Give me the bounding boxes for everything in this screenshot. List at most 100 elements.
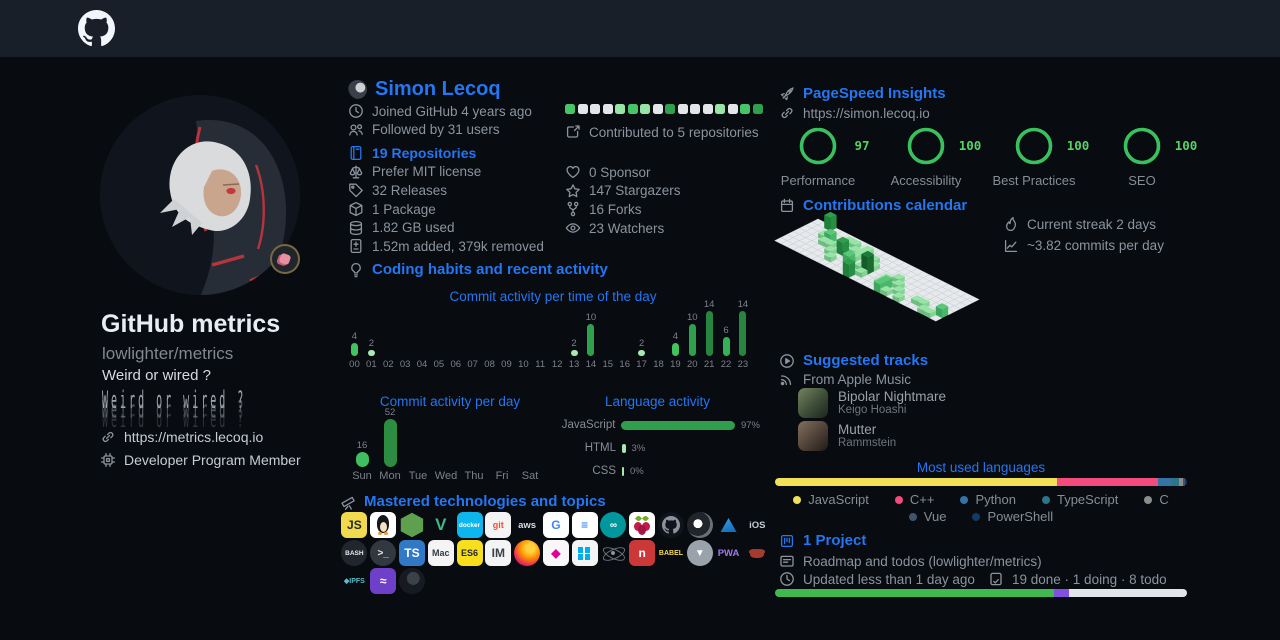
hour-bar: 2 13 — [568, 337, 580, 370]
website-link[interactable]: https://metrics.lecoq.io — [124, 429, 264, 445]
day-bar: Fri — [495, 470, 509, 482]
rocket-icon — [779, 86, 795, 102]
account-stats: Joined GitHub 4 years ago Followed by 31… — [348, 102, 532, 139]
link-icon — [100, 429, 116, 445]
graphql-icon: ◆ — [542, 540, 569, 566]
diff-icon — [348, 238, 364, 254]
hour-bar: 02 — [382, 359, 394, 370]
hour-bar: 09 — [501, 359, 512, 370]
hour-bar: 08 — [484, 359, 495, 370]
hour-bar: 06 — [450, 359, 462, 370]
commits-avg-row: ~3.82 commits per day — [1003, 237, 1164, 256]
contribution-square — [677, 104, 688, 114]
hour-bar: 2 01 — [366, 337, 377, 370]
stargazers-row: 147 Stargazers — [565, 182, 681, 201]
contribution-square — [727, 104, 738, 114]
hour-bar: 18 — [653, 359, 664, 370]
most_used_languages-segment-Python — [1158, 478, 1171, 486]
contribution-square — [602, 104, 613, 114]
contributed-row-wrap: Contributed to 5 repositories — [565, 123, 759, 142]
hour-bar: 4 00 — [349, 331, 360, 370]
language-activity-row: HTML 3% — [584, 442, 646, 454]
azure-icon — [716, 512, 742, 538]
day-bar: Thu — [464, 470, 484, 482]
tracks-heading: Suggested tracks — [779, 352, 928, 369]
languages-legend: JavaScript C++ Python TypeScript C Vue PowerSh… — [775, 491, 1187, 525]
dark-swirl-icon — [398, 568, 425, 594]
project-updated: Updated less than 1 day ago — [803, 571, 975, 587]
mastered-heading-label: Mastered technologies and topics — [364, 493, 606, 510]
docker-icon: docker — [456, 512, 483, 538]
bio: Weird or wired ? Weird or wired ? — [102, 368, 332, 415]
project-heading: 1 Project — [779, 532, 866, 549]
user-mini-avatar[interactable] — [348, 80, 367, 99]
avatar[interactable] — [100, 95, 300, 295]
project-heading-label[interactable]: 1 Project — [803, 532, 867, 549]
project-desc-row: Roadmap and todos (lowlighter/metrics) — [779, 553, 1042, 569]
most_used_languages-segment-C — [1178, 478, 1183, 486]
legend-item-PowerShell: PowerShell — [972, 509, 1053, 524]
rss-icon — [779, 371, 795, 387]
database-icon — [348, 220, 364, 236]
most_used_languages-segment-TypeScript — [1170, 478, 1179, 486]
membership-row: Developer Program Member — [100, 452, 301, 468]
repo-stats: 19 Repositories Prefer MIT license 32 Re… — [348, 144, 544, 256]
linux-tux-icon — [370, 512, 397, 538]
pagespeed-url[interactable]: https://simon.lecoq.io — [803, 105, 930, 121]
github-logo-icon[interactable] — [78, 10, 115, 47]
streak-box: Current streak 2 days ~3.82 commits per … — [1003, 215, 1164, 255]
aws-icon: aws — [518, 519, 537, 531]
contribution-square — [752, 104, 763, 114]
hour-chart-title: Commit activity per time of the day — [449, 289, 657, 304]
hour-bar: 2 17 — [636, 337, 647, 370]
languages-stacked-bar — [775, 478, 1187, 486]
telescope-icon — [340, 494, 356, 510]
repositories-link[interactable]: 19 Repositories — [348, 144, 544, 163]
avatar-hair-spikes — [160, 199, 202, 235]
flame-icon — [1003, 216, 1019, 232]
google-icon: G — [542, 512, 569, 538]
note-icon — [779, 553, 795, 569]
user-name-link[interactable]: Simon Lecoq — [375, 78, 501, 100]
avatar-eye — [226, 187, 236, 195]
streak-row: Current streak 2 days — [1003, 215, 1164, 234]
heart-icon — [565, 164, 581, 180]
forks-row: 16 Forks — [565, 200, 681, 219]
contribution-square — [640, 104, 650, 114]
habits-heading: Coding habits and recent activity — [348, 261, 608, 278]
hour-bar: 14 23 — [737, 299, 749, 370]
pagespeed-heading-label[interactable]: PageSpeed Insights — [803, 85, 946, 102]
diff-row: 1.52m added, 379k removed — [348, 237, 544, 256]
hour-bar: 12 — [551, 359, 563, 370]
legend-item-Python: Python — [960, 492, 1016, 507]
hour-bar: 07 — [467, 359, 478, 370]
contribution-square — [665, 104, 675, 114]
tasks-icon — [988, 571, 1004, 587]
most_used_languages-segment-JavaScript — [775, 478, 1058, 486]
hour-bar: 4 19 — [670, 331, 681, 370]
hour-bar: 14 21 — [703, 299, 715, 370]
most_used_languages-segment-C++ — [1057, 478, 1159, 486]
contribution-square — [615, 104, 625, 114]
project-icon — [779, 533, 795, 549]
inverted-triangle-icon: ▼ — [686, 540, 713, 566]
badge-glyph-icon — [278, 252, 292, 266]
contributed-row: Contributed to 5 repositories — [565, 123, 759, 142]
commits-per-day-chart: 16 Sun 52 Mon Tue Wed Thu Fri Sat — [348, 407, 544, 482]
day-bar: 52 Mon — [379, 407, 401, 482]
contribution-square — [565, 104, 575, 114]
calendar-heading-label: Contributions calendar — [803, 197, 968, 214]
day-chart-title: Commit activity per day — [379, 394, 521, 409]
mastered-heading: Mastered technologies and topics — [340, 493, 606, 510]
bio-glitch-text: Weird or wired ? — [102, 388, 247, 416]
javascript-icon: JS — [341, 512, 368, 538]
hour-bar: 6 22 — [720, 324, 732, 370]
hour-bar: 04 — [416, 359, 428, 370]
calendar-icon — [779, 198, 795, 214]
language-activity-chart: JavaScript 97% HTML 3% CSS 0% — [548, 418, 760, 478]
calendar-heading: Contributions calendar — [779, 197, 967, 214]
track-item: Mutter Rammstein — [798, 421, 946, 451]
membership-label: Developer Program Member — [124, 452, 301, 468]
hour-bar: 10 — [518, 359, 529, 370]
